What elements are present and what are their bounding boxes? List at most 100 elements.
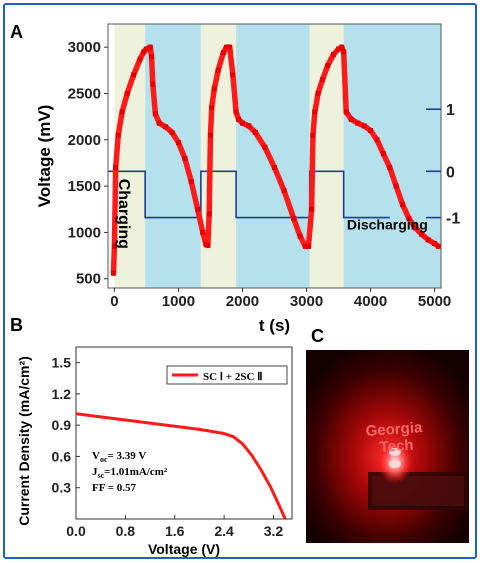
y-tick-label: 1.2 xyxy=(52,386,72,402)
voltage-point xyxy=(211,86,217,92)
parameter-note: Jsc=1.01mA/cm² xyxy=(92,466,168,480)
photo-logo-line2: Tech xyxy=(379,437,414,456)
voltage-point xyxy=(149,53,155,59)
voltage-point xyxy=(137,56,143,62)
voltage-point xyxy=(272,165,277,171)
panel-c-photo: Georgia Tech xyxy=(306,350,469,543)
voltage-point xyxy=(124,90,130,96)
x-tick-label: 0 xyxy=(110,293,118,310)
y-tick-label: 0.9 xyxy=(52,417,72,433)
voltage-point xyxy=(150,81,156,87)
panel-b-chart: 0.3 0.6 0.9 1.2 1.5 0.0 0.8 1.6 2.4 3.2 SC Ⅰ + 2SC… xyxy=(16,346,293,557)
band-discharging-3 xyxy=(236,24,310,288)
series-step-line xyxy=(108,170,390,219)
band-discharging-5 xyxy=(343,24,441,288)
voltage-point xyxy=(110,270,116,276)
x-tick-label: 0.8 xyxy=(116,523,136,539)
voltage-point xyxy=(387,165,393,171)
right-tick-label: -1 xyxy=(446,211,460,228)
panel-c-letter: C xyxy=(311,326,324,346)
right-tick-label: 1 xyxy=(446,102,455,119)
y-tick-label: 1500 xyxy=(68,178,101,195)
voltage-point xyxy=(339,44,345,50)
voltage-point xyxy=(233,109,239,115)
annotation-charging: Charging xyxy=(115,179,132,249)
x-axis-title: Voltage (V) xyxy=(148,541,220,557)
voltage-point xyxy=(205,242,211,248)
voltage-point xyxy=(113,165,119,171)
voltage-point xyxy=(361,123,367,129)
y-tick-label: 0.6 xyxy=(52,448,72,464)
voltage-point xyxy=(227,44,233,50)
voltage-point xyxy=(131,72,137,78)
voltage-point xyxy=(141,49,147,55)
voltage-point xyxy=(262,144,268,150)
parameter-note: FF = 0.57 xyxy=(92,482,137,494)
voltage-point xyxy=(315,90,321,96)
voltage-point xyxy=(336,46,342,52)
voltage-point xyxy=(175,140,181,146)
band-charging-0 xyxy=(114,24,146,288)
y-axis-title: Current Density (mA/cm²) xyxy=(16,356,32,526)
voltage-point xyxy=(143,46,149,52)
voltage-point xyxy=(393,183,399,189)
y-axis-title: Voltage (mV) xyxy=(35,105,54,208)
voltage-point xyxy=(305,243,311,249)
y-tick-label: 0.3 xyxy=(52,480,72,496)
voltage-point xyxy=(115,132,121,138)
voltage-point xyxy=(341,49,347,55)
voltage-point xyxy=(368,128,374,134)
y-tick-label: 2000 xyxy=(68,132,101,149)
y-tick-label: 2500 xyxy=(68,85,101,102)
voltage-point xyxy=(330,52,336,58)
panel-a-letter: A xyxy=(10,22,23,42)
voltage-point xyxy=(325,63,331,69)
voltage-point xyxy=(252,129,258,135)
x-tick-label: 2000 xyxy=(226,293,259,310)
x-tick-label: 0.0 xyxy=(66,523,86,539)
voltage-point xyxy=(195,206,201,212)
panel-a-chart: 500 1000 1500 2000 2500 3000 0 1000 2000 3000 4000… xyxy=(35,23,460,335)
voltage-point xyxy=(147,44,153,50)
led-bulb-top xyxy=(389,448,401,456)
voltage-point xyxy=(435,243,441,249)
voltage-point xyxy=(206,211,212,217)
voltage-point xyxy=(163,124,169,130)
panel-a-plot-frame xyxy=(107,23,442,289)
voltage-point xyxy=(220,50,226,56)
led-bulb-bottom xyxy=(389,460,401,468)
y-tick-label: 1000 xyxy=(68,224,101,241)
x-tick-label: 4000 xyxy=(354,293,387,310)
voltage-point xyxy=(182,155,188,161)
voltage-point xyxy=(223,44,229,50)
photo-logo-line1: Georgia xyxy=(365,419,423,440)
voltage-point xyxy=(348,116,354,122)
y-tick-label: 500 xyxy=(76,271,101,288)
voltage-point xyxy=(425,237,431,243)
x-tick-label: 3.2 xyxy=(264,523,284,539)
voltage-point xyxy=(400,202,406,208)
voltage-point xyxy=(419,231,425,237)
voltage-point xyxy=(343,109,349,115)
voltage-point xyxy=(152,111,158,117)
legend-label: SC Ⅰ + 2SC Ⅱ xyxy=(203,371,263,383)
voltage-point xyxy=(111,243,117,249)
x-tick-label: 1000 xyxy=(162,293,195,310)
voltage-point xyxy=(207,132,213,138)
panel-b-letter: B xyxy=(10,315,23,335)
voltage-point xyxy=(310,132,316,138)
x-tick-label: 5000 xyxy=(418,293,451,310)
voltage-point xyxy=(230,72,236,78)
voltage-point xyxy=(215,67,221,73)
voltage-point xyxy=(169,129,175,135)
voltage-point xyxy=(312,109,318,115)
voltage-point xyxy=(432,241,438,247)
x-tick-label: 3000 xyxy=(290,293,323,310)
voltage-point xyxy=(374,137,380,143)
voltage-point xyxy=(291,216,297,222)
voltage-point xyxy=(188,178,194,184)
voltage-point xyxy=(297,233,303,239)
y-tick-label: 3000 xyxy=(68,39,101,56)
voltage-point xyxy=(246,123,252,129)
